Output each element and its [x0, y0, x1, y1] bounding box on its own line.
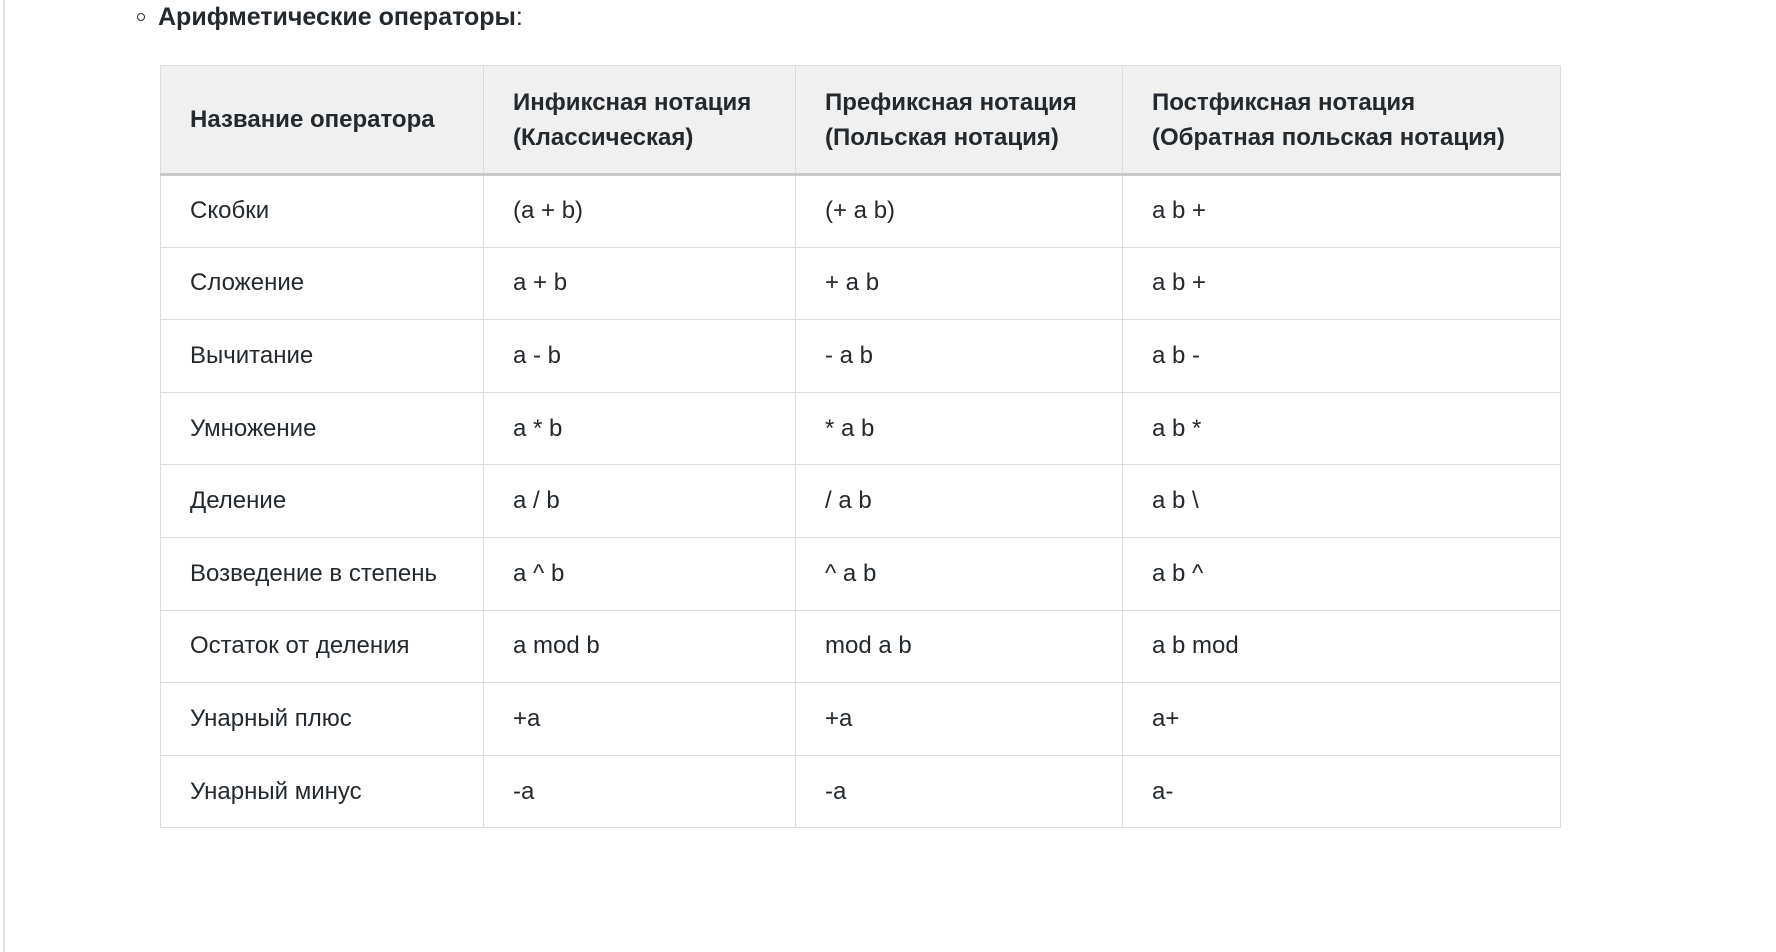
cell-operator-name: Возведение в степень [160, 536, 484, 611]
header-postfix: Постфиксная нотация (Обратная польская н… [1122, 65, 1561, 176]
cell-prefix: + a b [795, 246, 1123, 321]
table-row: Вычитание a - b - a b a b - [160, 319, 1561, 393]
cell-prefix: - a b [795, 319, 1123, 393]
cell-prefix: * a b [795, 391, 1123, 466]
cell-infix: a * b [483, 391, 796, 466]
cell-infix: a + b [483, 246, 796, 321]
header-prefix-line1: Префиксная нотация [825, 88, 1077, 116]
operators-table: Название оператора Инфиксная нотация (Кл… [160, 65, 1561, 829]
cell-postfix: a+ [1122, 682, 1561, 756]
cell-postfix: a b ^ [1122, 536, 1561, 611]
table-row: Унарный минус -a -a a- [160, 754, 1561, 829]
header-operator-name: Название оператора [160, 65, 484, 176]
cell-operator-name: Сложение [160, 246, 484, 321]
cell-postfix: a b * [1122, 391, 1561, 466]
cell-infix: a ^ b [483, 536, 796, 611]
blockquote-rule [3, 0, 5, 952]
cell-infix: -a [483, 754, 796, 829]
cell-infix: a - b [483, 319, 796, 393]
cell-postfix: a b mod [1122, 609, 1561, 684]
table-row: Унарный плюс +a +a a+ [160, 682, 1561, 756]
cell-operator-name: Вычитание [160, 319, 484, 393]
cell-infix: a / b [483, 464, 796, 538]
cell-prefix: +a [795, 682, 1123, 756]
table-header-row: Название оператора Инфиксная нотация (Кл… [160, 65, 1561, 176]
cell-operator-name: Деление [160, 464, 484, 538]
header-infix: Инфиксная нотация (Классическая) [483, 65, 796, 176]
header-operator-name-text: Название оператора [190, 106, 435, 133]
table-row: Остаток от деления a mod b mod a b a b m… [160, 609, 1561, 684]
cell-operator-name: Умножение [160, 391, 484, 466]
cell-prefix: mod a b [795, 609, 1123, 684]
cell-postfix: a b + [1122, 174, 1561, 248]
cell-operator-name: Унарный плюс [160, 682, 484, 756]
heading-colon: : [515, 2, 523, 31]
cell-postfix: a b \ [1122, 464, 1561, 538]
cell-infix: a mod b [483, 609, 796, 684]
table-row: Скобки (a + b) (+ a b) a b + [160, 174, 1561, 248]
cell-infix: (a + b) [483, 174, 796, 248]
header-infix-line2: (Классическая) [513, 123, 694, 151]
list-item-arithmetic-operators: Арифметические операторы: [137, 2, 523, 32]
table-row: Умножение a * b * a b a b * [160, 391, 1561, 466]
cell-operator-name: Унарный минус [160, 754, 484, 829]
cell-prefix: ^ a b [795, 536, 1123, 611]
cell-operator-name: Скобки [160, 174, 484, 248]
cell-prefix: -a [795, 754, 1123, 829]
cell-postfix: a b + [1122, 246, 1561, 321]
header-prefix-line2: (Польская нотация) [825, 123, 1059, 151]
header-postfix-line2: (Обратная польская нотация) [1152, 123, 1505, 151]
cell-prefix: (+ a b) [795, 174, 1123, 248]
cell-postfix: a- [1122, 754, 1561, 829]
table-row: Деление a / b / a b a b \ [160, 464, 1561, 538]
header-infix-line1: Инфиксная нотация [513, 88, 752, 116]
header-postfix-line1: Постфиксная нотация [1152, 88, 1416, 116]
cell-operator-name: Остаток от деления [160, 609, 484, 684]
table-row: Сложение a + b + a b a b + [160, 246, 1561, 321]
cell-prefix: / a b [795, 464, 1123, 538]
section-heading: Арифметические операторы [158, 2, 516, 31]
table-row: Возведение в степень a ^ b ^ a b a b ^ [160, 536, 1561, 611]
header-prefix: Префиксная нотация (Польская нотация) [795, 65, 1123, 176]
hollow-bullet-icon [137, 13, 145, 21]
cell-infix: +a [483, 682, 796, 756]
cell-postfix: a b - [1122, 319, 1561, 393]
